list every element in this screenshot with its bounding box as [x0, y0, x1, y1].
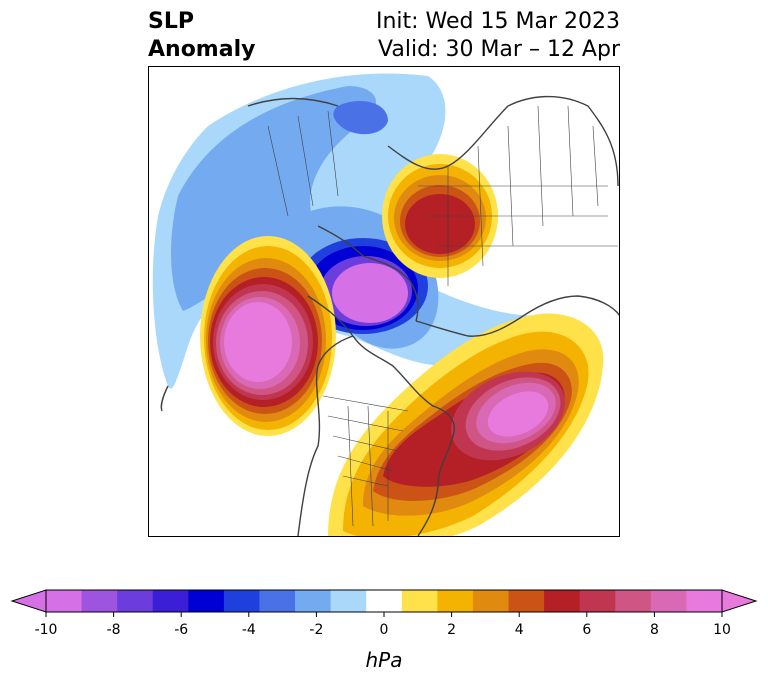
colorbar-tick-label: 4 [515, 622, 524, 638]
colorbar-over-arrow [721, 589, 758, 613]
map-title: SLP Anomaly [148, 8, 255, 64]
map-frame [148, 66, 620, 537]
valid-range: Valid: 30 Mar – 12 Apr [378, 37, 620, 62]
colorbar-tick-label: -4 [242, 622, 256, 638]
init-date: Init: Wed 15 Mar 2023 [375, 9, 620, 34]
colorbar-units: hPa [365, 648, 403, 672]
colorbar-segment [508, 590, 545, 612]
colorbar-tick-label: 6 [582, 622, 591, 638]
colorbar-segment [223, 590, 260, 612]
pacific-high-core [224, 302, 292, 382]
negative-anomaly-north [333, 101, 388, 135]
colorbar-segment [330, 590, 367, 612]
colorbar-tick-label: 0 [380, 622, 389, 638]
colorbar: -10 -8 -6 -4 -2 0 2 4 6 8 10 [10, 589, 758, 638]
colorbar-segment [152, 590, 189, 612]
title-field: Anomaly [148, 37, 256, 62]
title-variable: SLP [148, 9, 194, 34]
colorbar-segment [650, 590, 687, 612]
colorbar-tick-label: -10 [35, 622, 58, 638]
colorbar-segment [472, 590, 510, 612]
low-core-center [332, 263, 408, 323]
colorbar-segment [81, 590, 118, 612]
colorbar-tick-label: -6 [174, 622, 188, 638]
colorbar-tick-label: -2 [309, 622, 323, 638]
colorbar-under-arrow [10, 589, 47, 613]
colorbar-segment [366, 590, 403, 612]
colorbar-segment [259, 590, 296, 612]
colorbar-segment [401, 590, 438, 612]
political-borders [267, 105, 618, 527]
colorbar-segment [615, 590, 652, 612]
colorbar-tick-label: 8 [650, 622, 659, 638]
colorbar-segment [686, 590, 723, 612]
colorbar-tick-label: 2 [447, 622, 456, 638]
colorbar-tick-label: -8 [107, 622, 121, 638]
colorbar-tick-label: 10 [713, 622, 731, 638]
colorbar-segments [10, 589, 758, 613]
colorbar-segment [437, 590, 474, 612]
colorbar-segment [46, 590, 83, 612]
map-dates: Init: Wed 15 Mar 2023 Valid: 30 Mar – 12… [376, 8, 620, 64]
colorbar-segment [295, 590, 332, 612]
siberia-high-5 [405, 194, 475, 254]
colorbar-segment [117, 590, 154, 612]
atlantic-high-core [487, 391, 549, 437]
slp-anomaly-map [148, 66, 620, 537]
colorbar-segment [188, 590, 225, 612]
colorbar-segment [544, 590, 581, 612]
colorbar-ticks: -10 -8 -6 -4 -2 0 2 4 6 8 10 [35, 612, 731, 638]
coastlines [160, 95, 620, 537]
colorbar-segment [579, 590, 616, 612]
